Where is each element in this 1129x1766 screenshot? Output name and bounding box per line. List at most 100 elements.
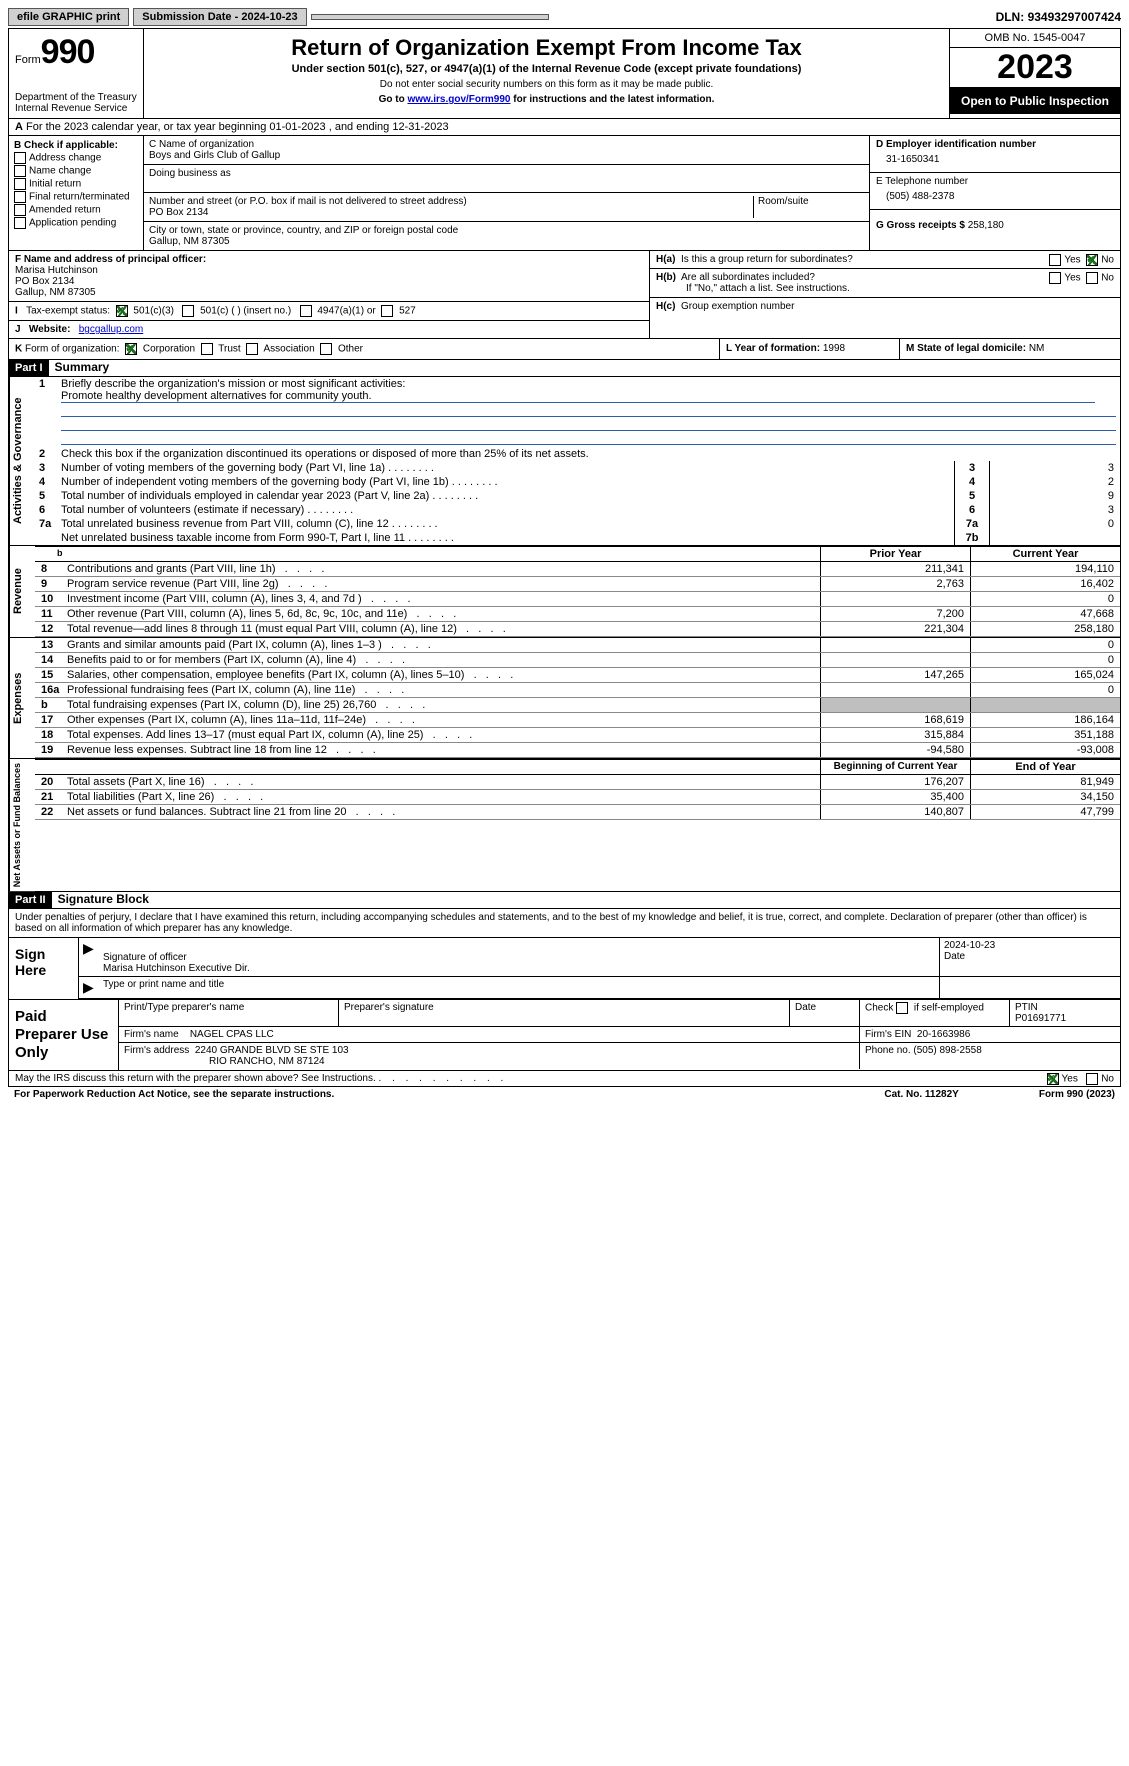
box-b: B Check if applicable: Address change Na… (9, 136, 144, 250)
submission-date-button[interactable]: Submission Date - 2024-10-23 (133, 8, 306, 26)
527-checkbox[interactable] (381, 305, 393, 317)
discuss-with-preparer: May the IRS discuss this return with the… (9, 1070, 1120, 1086)
city-state-zip: Gallup, NM 87305 (149, 236, 864, 247)
expenses-section: Expenses 13Grants and similar amounts pa… (9, 638, 1120, 759)
box-k: K Form of organization: Corporation Trus… (9, 339, 720, 359)
dln-label: DLN: 93493297007424 (996, 10, 1121, 24)
box-f: F Name and address of principal officer:… (9, 251, 649, 302)
form-subtitle: Under section 501(c), 527, or 4947(a)(1)… (150, 63, 943, 75)
application-pending-checkbox[interactable] (14, 217, 26, 229)
box-m: M State of legal domicile: NM (900, 339, 1120, 359)
4947-checkbox[interactable] (300, 305, 312, 317)
perjury-declaration: Under penalties of perjury, I declare th… (9, 909, 1120, 938)
section-fhij: F Name and address of principal officer:… (9, 251, 1120, 339)
address-change-checkbox[interactable] (14, 152, 26, 164)
summary-line: 6Total number of volunteers (estimate if… (35, 503, 1120, 517)
arrow-icon: ▶ (79, 977, 99, 998)
street-address: PO Box 2134 (149, 207, 749, 218)
form-title: Return of Organization Exempt From Incom… (150, 35, 943, 61)
summary-line: 7aTotal unrelated business revenue from … (35, 517, 1120, 531)
data-row: 18Total expenses. Add lines 13–17 (must … (35, 728, 1120, 743)
summary-line: 3Number of voting members of the governi… (35, 461, 1120, 475)
final-return-checkbox[interactable] (14, 191, 26, 203)
form-number: Form990 (15, 33, 137, 72)
page-footer: For Paperwork Reduction Act Notice, see … (8, 1087, 1121, 1102)
form-990: Form990 Department of the Treasury Inter… (8, 28, 1121, 1087)
activities-governance: Activities & Governance 1Briefly describ… (9, 377, 1120, 546)
firm-ein: 20-1663986 (917, 1029, 970, 1040)
data-row: 11Other revenue (Part VIII, column (A), … (35, 607, 1120, 622)
ha-no-checkbox[interactable] (1086, 254, 1098, 266)
data-row: 21Total liabilities (Part X, line 26) . … (35, 790, 1120, 805)
spacer-button (311, 14, 549, 20)
dept-label: Department of the Treasury Internal Reve… (15, 92, 137, 114)
box-i: I Tax-exempt status: 501(c)(3) 501(c) ( … (9, 302, 649, 321)
instructions-note: Go to www.irs.gov/Form990 for instructio… (150, 94, 943, 105)
paid-preparer: Paid Preparer Use Only Print/Type prepar… (9, 999, 1120, 1070)
revenue-section: Revenue bPrior YearCurrent Year 8Contrib… (9, 546, 1120, 638)
box-j: J Website: bgcgallup.com (9, 321, 649, 338)
form-header: Form990 Department of the Treasury Inter… (9, 29, 1120, 119)
part-2-header: Part IISignature Block (9, 892, 1120, 909)
website-link[interactable]: bgcgallup.com (79, 324, 143, 335)
arrow-icon: ▶ (79, 938, 99, 976)
discuss-yes-checkbox[interactable] (1047, 1073, 1059, 1085)
preparer-phone: (505) 898-2558 (913, 1045, 981, 1056)
assoc-checkbox[interactable] (246, 343, 258, 355)
net-assets-section: Net Assets or Fund Balances Beginning of… (9, 759, 1120, 892)
amended-return-checkbox[interactable] (14, 204, 26, 216)
section-bcdefg: B Check if applicable: Address change Na… (9, 136, 1120, 251)
data-row: 16aProfessional fundraising fees (Part I… (35, 683, 1120, 698)
box-hc: H(c) Group exemption number (650, 298, 1120, 315)
summary-line: 4Number of independent voting members of… (35, 475, 1120, 489)
501c3-checkbox[interactable] (116, 305, 128, 317)
other-checkbox[interactable] (320, 343, 332, 355)
officer-name: Marisa Hutchinson Executive Dir. (103, 963, 250, 974)
ptin: P01691771 (1015, 1013, 1066, 1024)
gross-receipts: 258,180 (968, 220, 1004, 231)
part-1-header: Part ISummary (9, 360, 1120, 377)
line-a-tax-year: A For the 2023 calendar year, or tax yea… (9, 119, 1120, 136)
hb-yes-checkbox[interactable] (1049, 272, 1061, 284)
ssn-note: Do not enter social security numbers on … (150, 79, 943, 90)
501c-checkbox[interactable] (182, 305, 194, 317)
ha-yes-checkbox[interactable] (1049, 254, 1061, 266)
self-employed-checkbox[interactable] (896, 1002, 908, 1014)
omb-number: OMB No. 1545-0047 (950, 29, 1120, 48)
data-row: 22Net assets or fund balances. Subtract … (35, 805, 1120, 820)
name-change-checkbox[interactable] (14, 165, 26, 177)
firm-address: 2240 GRANDE BLVD SE STE 103 (195, 1045, 349, 1056)
firm-name: NAGEL CPAS LLC (190, 1029, 274, 1040)
telephone: (505) 488-2378 (876, 187, 1114, 206)
tax-year: 2023 (950, 48, 1120, 88)
summary-line: 5Total number of individuals employed in… (35, 489, 1120, 503)
corp-checkbox[interactable] (125, 343, 137, 355)
box-deg: D Employer identification number 31-1650… (870, 136, 1120, 250)
data-row: 19Revenue less expenses. Subtract line 1… (35, 743, 1120, 758)
data-row: 20Total assets (Part X, line 16) . . . .… (35, 775, 1120, 790)
org-name: Boys and Girls Club of Gallup (149, 150, 864, 161)
room-suite-label: Room/suite (754, 196, 864, 218)
data-row: 9Program service revenue (Part VIII, lin… (35, 577, 1120, 592)
trust-checkbox[interactable] (201, 343, 213, 355)
instructions-link[interactable]: www.irs.gov/Form990 (407, 94, 510, 105)
data-row: bTotal fundraising expenses (Part IX, co… (35, 698, 1120, 713)
data-row: 17Other expenses (Part IX, column (A), l… (35, 713, 1120, 728)
discuss-no-checkbox[interactable] (1086, 1073, 1098, 1085)
box-ha: H(a) Is this a group return for subordin… (650, 251, 1120, 269)
hb-no-checkbox[interactable] (1086, 272, 1098, 284)
data-row: 12Total revenue—add lines 8 through 11 (… (35, 622, 1120, 637)
sign-here-label: Sign Here (9, 938, 79, 999)
open-to-public: Open to Public Inspection (950, 88, 1120, 114)
data-row: 14Benefits paid to or for members (Part … (35, 653, 1120, 668)
efile-print-button[interactable]: efile GRAPHIC print (8, 8, 129, 26)
section-klm: K Form of organization: Corporation Trus… (9, 339, 1120, 360)
data-row: 10Investment income (Part VIII, column (… (35, 592, 1120, 607)
box-l: L Year of formation: 1998 (720, 339, 900, 359)
signature-block: Under penalties of perjury, I declare th… (9, 909, 1120, 1086)
data-row: 13Grants and similar amounts paid (Part … (35, 638, 1120, 653)
mission-text: Promote healthy development alternatives… (61, 390, 1095, 403)
sign-date: 2024-10-23 (944, 940, 995, 951)
top-toolbar: efile GRAPHIC print Submission Date - 20… (8, 8, 1121, 26)
initial-return-checkbox[interactable] (14, 178, 26, 190)
